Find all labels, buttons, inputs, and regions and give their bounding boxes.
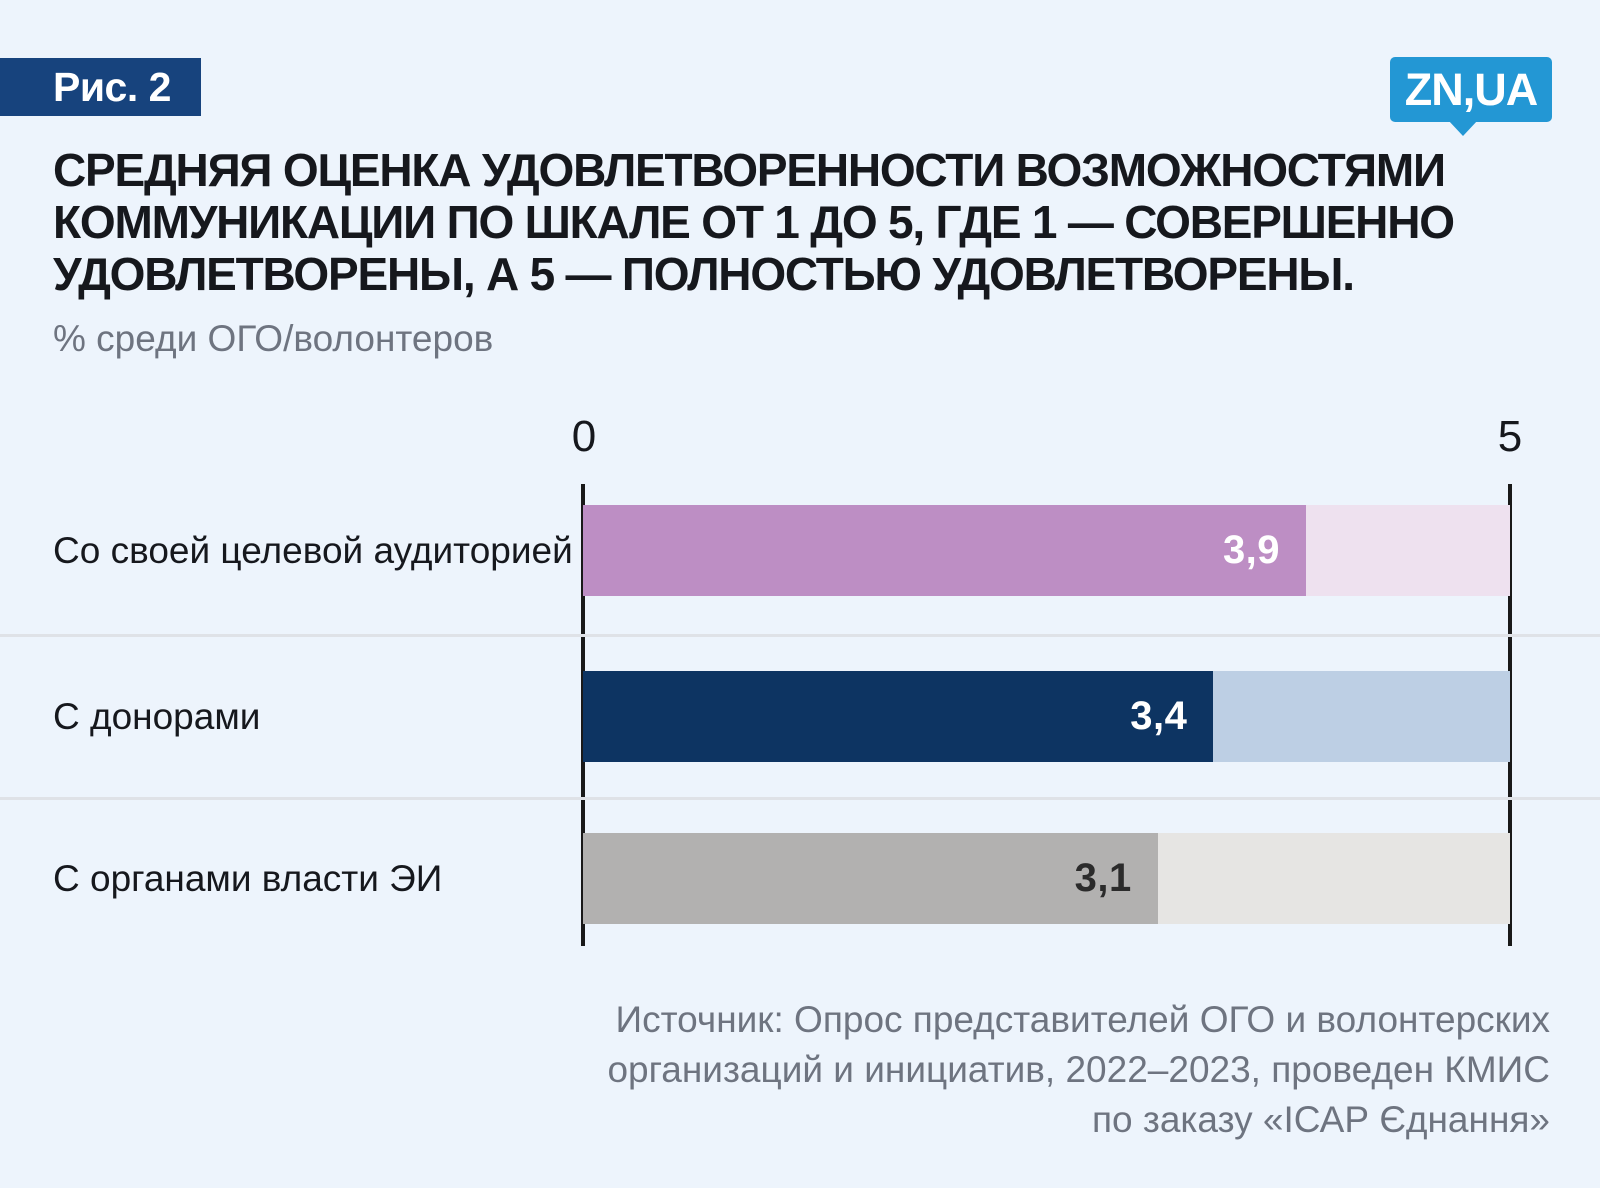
bar-track: 3,9 [583,505,1510,596]
chart-row: С органами власти ЭИ 3,1 [0,833,1600,924]
axis-line-max [1508,484,1512,946]
chart-row: С донорами 3,4 [0,671,1600,762]
row-separator [0,634,1600,637]
bar-fill: 3,9 [583,505,1307,596]
bar-fill: 3,4 [583,671,1214,762]
bar-track: 3,1 [583,833,1510,924]
bar-value-label: 3,9 [1222,528,1281,572]
source-line-3: по заказу «ІСАР Єднання» [1091,1099,1550,1140]
source-line-2: организаций и инициатив, 2022–2023, пров… [607,1049,1550,1090]
bar-category-label: С донорами [53,695,261,737]
chart-title-line-3: УДОВЛЕТВОРЕНЫ, А 5 — ПОЛНОСТЬЮ УДОВЛЕТВО… [53,248,1355,300]
znua-logo: ZN,UA [1390,57,1552,136]
znua-logo-text: ZN,UA [1404,63,1538,115]
chart-title-line-2: КОММУНИКАЦИИ ПО ШКАЛЕ ОТ 1 ДО 5, ГДЕ 1 —… [53,196,1455,248]
bar-track: 3,4 [583,671,1510,762]
row-separator [0,797,1600,800]
source-line-1: Источник: Опрос представителей ОГО и вол… [615,999,1550,1040]
bar-category-label: Со своей целевой аудиторией [53,529,573,571]
chart-subtitle: % среди ОГО/волонтеров [53,318,494,359]
chart-title-line-1: СРЕДНЯЯ ОЦЕНКА УДОВЛЕТВОРЕННОСТИ ВОЗМОЖН… [53,144,1446,196]
bar-value-label: 3,4 [1130,694,1188,738]
logo-speech-tail-icon [1448,120,1478,136]
chart-row: Со своей целевой аудиторией 3,9 [0,505,1600,596]
source-note: Источник: Опрос представителей ОГО и вол… [607,995,1550,1145]
axis-tick-min: 0 [571,412,597,461]
figure-badge-label: Рис. 2 [53,63,171,110]
bar-category-label: С органами власти ЭИ [53,857,443,899]
axis-tick-max: 5 [1497,412,1523,461]
bar-value-label: 3,1 [1074,856,1132,900]
chart-title: СРЕДНЯЯ ОЦЕНКА УДОВЛЕТВОРЕННОСТИ ВОЗМОЖН… [53,144,1455,300]
bar-fill: 3,1 [583,833,1158,924]
figure-badge: Рис. 2 [0,58,201,116]
